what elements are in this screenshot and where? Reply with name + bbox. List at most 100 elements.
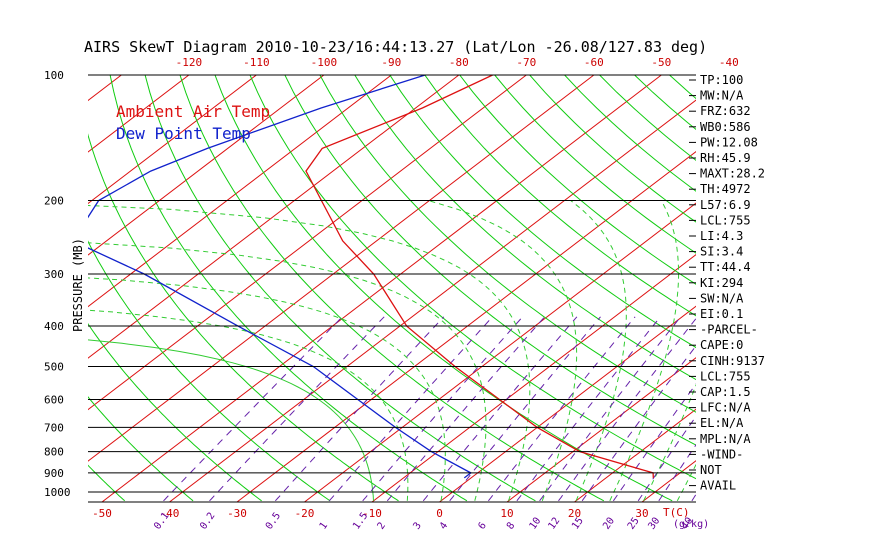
mixing-ratio-tick-label: 0.5 — [264, 511, 283, 532]
isotherm-line — [88, 75, 392, 308]
moist-adiabat-line — [609, 200, 680, 502]
top-temp-tick-label: -120 — [176, 56, 203, 69]
pressure-tick-label: 100 — [44, 69, 64, 82]
mixing-ratio-tick-label: 8 — [505, 520, 517, 531]
mixing-ratio-line — [637, 415, 696, 502]
dry-adiabat-line — [88, 240, 331, 502]
moist-adiabat-line — [88, 277, 446, 501]
moist-adiabat-line — [676, 463, 696, 502]
bottom-temp-tick-label: 20 — [568, 507, 581, 520]
bottom-temp-tick-label: -30 — [227, 507, 247, 520]
stability-index-entry: MW:N/A — [700, 89, 744, 103]
top-temp-tick-label: -100 — [311, 56, 338, 69]
bottom-temp-tick-label: -40 — [160, 507, 180, 520]
dry-adiabat-line — [0, 75, 56, 501]
isotherm-line — [88, 75, 527, 411]
stability-index-entry: NOT — [700, 463, 722, 477]
mixing-ratio-line — [386, 316, 546, 502]
isotherm-line — [101, 75, 662, 502]
dew-point-temp-line — [88, 75, 472, 479]
stability-index-entry: EI:0.1 — [700, 307, 743, 321]
stability-index-entry: TH:4972 — [700, 182, 751, 196]
chart-title: AIRS SkewT Diagram 2010-10-23/16:44:13.2… — [84, 38, 707, 56]
pressure-tick-label: 200 — [44, 195, 64, 208]
dry-adiabat-line — [809, 75, 870, 501]
mixing-ratio-tick-label: 1 — [318, 520, 330, 531]
isotherm-line — [88, 75, 122, 102]
dry-adiabat-line — [109, 75, 468, 502]
dry-adiabat-line — [249, 75, 696, 480]
dry-adiabat-line — [88, 322, 262, 502]
dry-adiabat-line — [389, 75, 696, 349]
dry-adiabat-line — [739, 75, 870, 501]
pressure-tick-label: 400 — [44, 320, 64, 333]
pressure-tick-label: 600 — [44, 393, 64, 406]
mixing-ratio-line — [539, 316, 681, 502]
mixing-axis-label: (g/kg) — [673, 519, 709, 530]
stability-index-entry: MAXT:28.2 — [700, 167, 765, 181]
dry-adiabat-line — [774, 75, 870, 501]
isotherm-line — [88, 75, 190, 153]
mixing-ratio-tick-label: 2 — [376, 520, 388, 531]
top-temperature-tick-labels: -120 -110 -100 -90 -80 -70 -60 -50 -40 — [176, 56, 739, 69]
dry-adiabat-line — [459, 75, 696, 285]
isotherm-line — [439, 305, 696, 502]
dry-adiabat-lines — [0, 75, 870, 502]
stability-index-entry: LI:4.3 — [700, 229, 743, 243]
dry-adiabat-line — [179, 75, 605, 502]
mixing-ratio-line — [516, 316, 661, 502]
stability-index-entry: EL:N/A — [700, 416, 744, 430]
top-temp-tick-label: -80 — [449, 56, 469, 69]
stability-index-entry: CINH:9137 — [700, 354, 765, 368]
pressure-tick-label: 1000 — [44, 486, 71, 499]
pressure-tick-labels: 100 200 300 400 500 600 700 800 900 1000 — [44, 69, 71, 499]
isotherm-line — [506, 357, 696, 502]
bottom-temp-tick-label: 0 — [436, 507, 443, 520]
dry-adiabat-line — [319, 75, 696, 413]
pressure-tick-label: 500 — [44, 360, 64, 373]
bottom-temp-tick-label: -50 — [92, 507, 112, 520]
isotherm-line — [236, 150, 696, 502]
stability-index-entry: CAPE:0 — [700, 338, 743, 352]
stability-index-entry: LCL:755 — [700, 213, 751, 227]
top-temp-tick-label: -50 — [651, 56, 671, 69]
stability-index-entry: KI:294 — [700, 276, 743, 290]
stability-index-entry: -WIND- — [700, 447, 743, 461]
moist-adiabat-line — [570, 200, 627, 502]
dry-adiabat-line — [88, 396, 194, 502]
mixing-ratio-tick-label: 10 — [528, 516, 544, 532]
sounding-profiles — [88, 75, 654, 479]
stability-index-entry: WB0:586 — [700, 120, 751, 134]
bottom-temperature-tick-labels: -50 -40 -30 -20 -10 0 10 20 30 — [92, 507, 649, 520]
pressure-tick-label: 800 — [44, 446, 64, 459]
mixing-ratio-tick-label: 30 — [646, 516, 662, 532]
isotherm-line — [371, 254, 696, 502]
dry-adiabat-line — [284, 75, 696, 446]
pressure-tick-label: 900 — [44, 467, 64, 480]
stability-index-entry: -PARCEL- — [700, 323, 758, 337]
y-axis-label: PRESSURE (MB) — [71, 238, 85, 332]
mixing-ratio-tick-label: 4 — [438, 520, 450, 531]
mixing-ratio-tick-label: 3 — [411, 520, 423, 531]
top-temp-tick-label: -90 — [381, 56, 401, 69]
moist-adiabat-line — [428, 200, 578, 501]
bottom-temp-tick-label: 10 — [500, 507, 513, 520]
stability-index-entry: SI:3.4 — [700, 245, 743, 259]
mixing-ratio-line — [209, 316, 385, 502]
isotherm-line — [0, 75, 54, 502]
bottom-temp-tick-label: -10 — [362, 507, 382, 520]
mixing-ratio-tick-label: 20 — [601, 516, 617, 532]
moist-adiabat-line — [88, 309, 409, 501]
stability-index-entry: MPL:N/A — [700, 432, 751, 446]
isotherm-line — [88, 75, 325, 256]
mixing-ratio-line — [488, 316, 636, 502]
stability-index-entry: FRZ:632 — [700, 104, 751, 118]
mixing-ratio-line — [422, 316, 578, 502]
ambient-air-temp-line — [305, 75, 654, 478]
stability-index-entry: RH:45.9 — [700, 151, 751, 165]
stability-index-entry: AVAIL — [700, 479, 736, 493]
dry-adiabat-line — [144, 75, 536, 502]
isobar-lines — [88, 74, 696, 503]
stability-index-entry: SW:N/A — [700, 291, 744, 305]
moist-adiabat-line — [643, 383, 696, 502]
